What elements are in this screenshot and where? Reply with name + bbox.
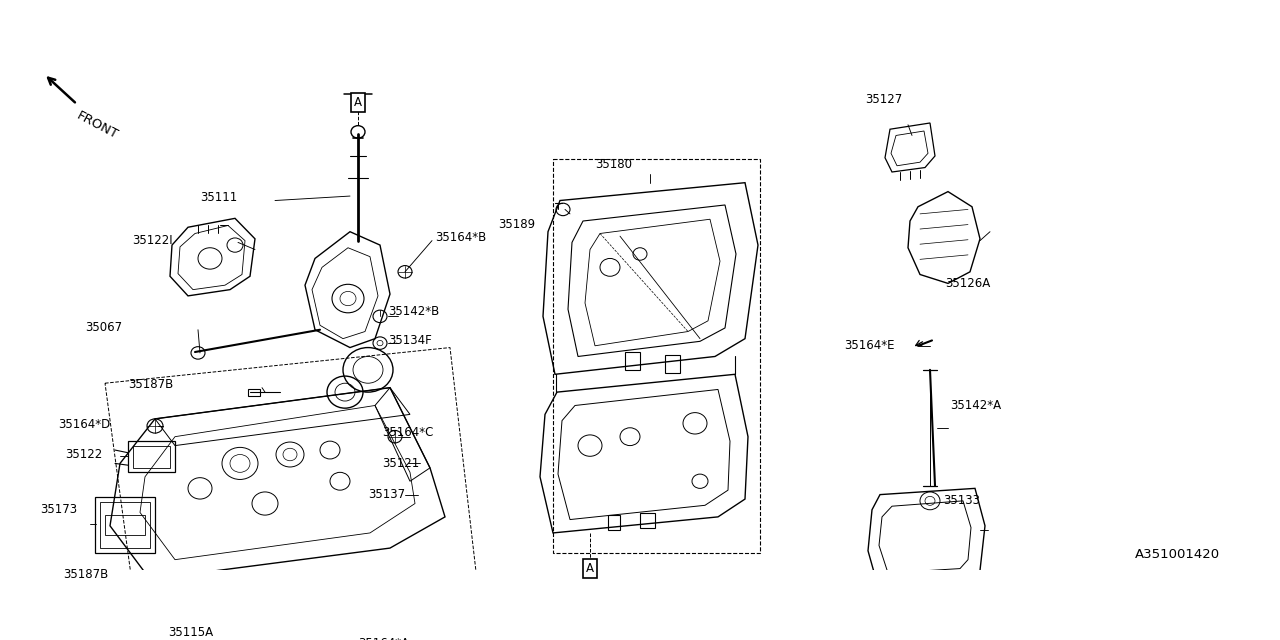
Text: FRONT: FRONT [74,109,120,142]
Text: 35164*D: 35164*D [58,418,110,431]
Text: 35164*E: 35164*E [845,339,895,352]
Text: A: A [586,562,594,575]
Text: 35133: 35133 [943,494,980,508]
Text: 35173: 35173 [40,503,77,516]
Text: 35189: 35189 [498,218,535,231]
Text: 35115A: 35115A [168,627,214,639]
Text: 35121: 35121 [381,457,420,470]
Text: 35142*B: 35142*B [388,305,439,319]
Text: 35111: 35111 [200,191,237,204]
Text: 35164*B: 35164*B [435,232,486,244]
Text: 35187B: 35187B [128,378,173,392]
Text: 35126A: 35126A [945,277,991,290]
Text: A351001420: A351001420 [1135,548,1220,561]
Text: 35180: 35180 [595,158,632,172]
Text: 35164*A: 35164*A [358,637,410,640]
Text: 35127: 35127 [865,93,902,106]
Text: 35122I: 35122I [132,234,173,247]
Text: 35187B: 35187B [63,568,109,581]
Text: A: A [355,96,362,109]
Text: 35137: 35137 [369,488,406,501]
Text: 35164*C: 35164*C [381,426,434,439]
Text: 35142*A: 35142*A [950,399,1001,412]
Text: 35134F: 35134F [388,334,431,347]
Text: 35067: 35067 [84,321,122,335]
Text: 35122: 35122 [65,448,102,461]
